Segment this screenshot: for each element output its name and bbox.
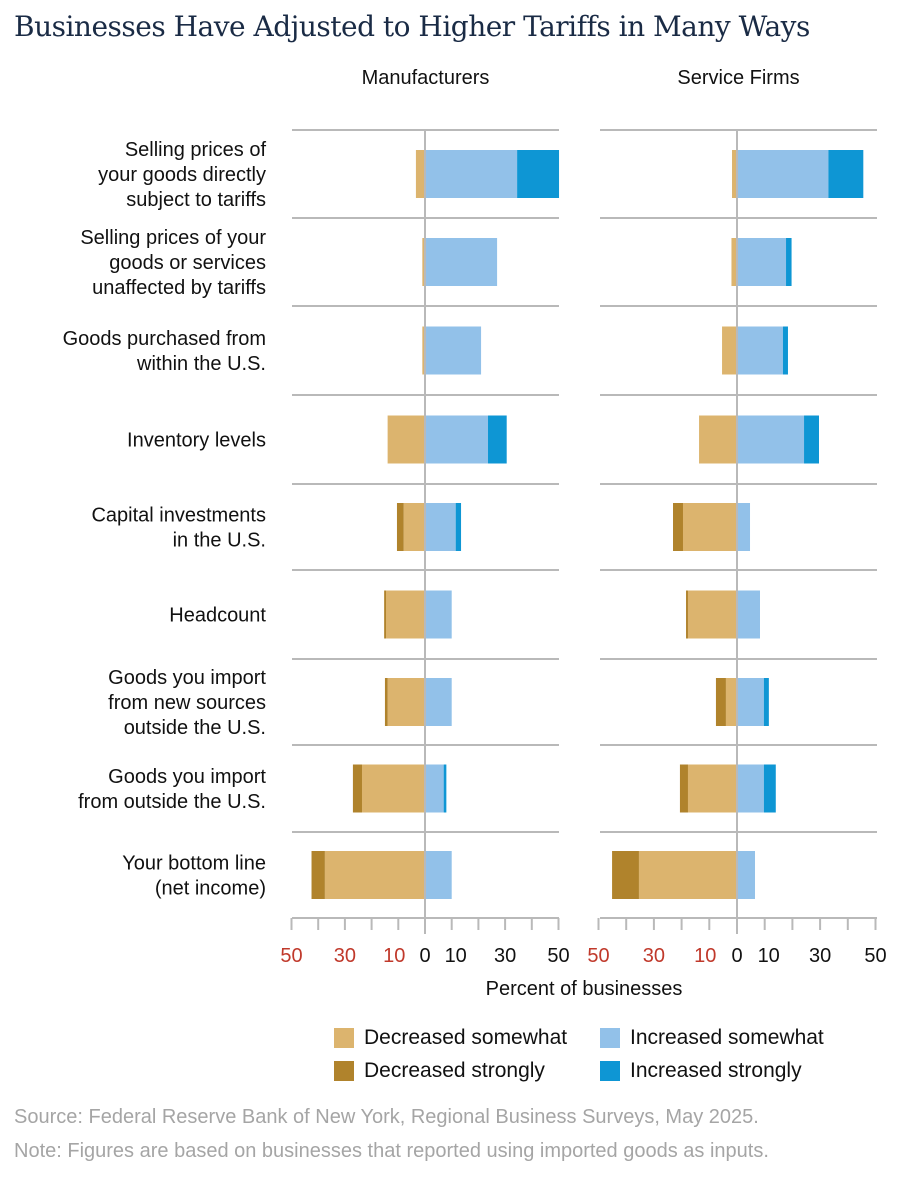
legend-dec-some: Decreased somewhat — [334, 1026, 567, 1050]
x-tick-label: 0 — [419, 945, 430, 967]
bar-increased-somewhat — [425, 503, 456, 551]
panel-title: Service Firms — [677, 67, 799, 89]
bar-decreased-somewhat — [386, 590, 425, 639]
bar-decreased-strongly — [311, 851, 325, 899]
chart: Selling prices of your goods directly subj… — [63, 67, 887, 1000]
category-label: Goods purchased from within the U.S. — [63, 328, 266, 375]
bar-increased-somewhat — [425, 851, 452, 899]
bar-increased-somewhat — [425, 678, 452, 726]
x-axis-label: Percent of businesses — [486, 978, 683, 1000]
bar-increased-somewhat — [425, 764, 444, 813]
bar-decreased-somewhat — [361, 764, 425, 813]
bar-increased-somewhat — [425, 326, 482, 375]
bar-decreased-strongly — [686, 590, 688, 639]
bar-decreased-strongly — [612, 851, 639, 899]
bar-increased-strongly — [488, 415, 507, 464]
bar-decreased-somewhat — [387, 415, 425, 464]
bar-increased-strongly — [517, 150, 560, 198]
bar-increased-somewhat — [425, 238, 498, 286]
x-tick-label: 50 — [547, 945, 569, 967]
bar-increased-somewhat — [737, 678, 764, 726]
category-label: Goods you import from outside the U.S. — [78, 766, 266, 813]
bar-decreased-somewhat — [638, 851, 737, 899]
bar-decreased-strongly — [384, 590, 387, 639]
bar-increased-strongly — [763, 764, 776, 813]
bar-increased-strongly — [786, 238, 792, 286]
chart-title: Businesses Have Adjusted to Higher Tarif… — [14, 10, 810, 43]
bar-decreased-strongly — [396, 503, 404, 551]
bar-increased-somewhat — [425, 415, 489, 464]
bar-increased-strongly — [443, 764, 447, 813]
x-tick-label: 30 — [809, 945, 831, 967]
bar-decreased-strongly — [673, 503, 683, 551]
panel-title: Manufacturers — [362, 67, 490, 89]
legend-swatch — [334, 1028, 354, 1048]
bar-decreased-somewhat — [731, 238, 737, 286]
category-label: Headcount — [169, 605, 266, 627]
bar-decreased-strongly — [352, 764, 362, 813]
bar-decreased-somewhat — [725, 678, 737, 726]
bar-increased-strongly — [828, 150, 864, 198]
bar-increased-strongly — [763, 678, 769, 726]
bar-increased-somewhat — [737, 851, 756, 899]
bar-decreased-somewhat — [387, 678, 425, 726]
bar-increased-somewhat — [425, 150, 518, 198]
x-tick-label: 30 — [334, 945, 356, 967]
bar-increased-somewhat — [737, 326, 783, 375]
bar-decreased-somewhat — [722, 326, 737, 375]
category-label: Selling prices of your goods directly subj… — [98, 139, 266, 211]
bar-increased-somewhat — [737, 590, 760, 639]
bar-increased-strongly — [782, 326, 788, 375]
bar-decreased-somewhat — [732, 150, 737, 198]
bar-decreased-somewhat — [422, 238, 425, 286]
x-tick-label: 10 — [758, 945, 780, 967]
bar-decreased-somewhat — [422, 326, 425, 375]
legend-swatch — [600, 1061, 620, 1081]
legend-label: Increased somewhat — [630, 1026, 824, 1049]
category-label: Inventory levels — [127, 430, 266, 452]
legend-label: Decreased somewhat — [364, 1026, 568, 1049]
legend-inc-strong: Increased strongly — [600, 1059, 802, 1083]
bar-increased-strongly — [804, 415, 819, 464]
footnote: Note: Figures are based on businesses th… — [14, 1140, 769, 1162]
legend-swatch — [600, 1028, 620, 1048]
legend-label: Increased strongly — [630, 1059, 802, 1082]
bar-increased-somewhat — [737, 503, 751, 551]
x-tick-label: 30 — [494, 945, 516, 967]
bar-increased-somewhat — [737, 764, 764, 813]
x-tick-label: 0 — [731, 945, 742, 967]
x-tick-label: 10 — [445, 945, 467, 967]
bar-decreased-somewhat — [687, 590, 737, 639]
bar-decreased-somewhat — [699, 415, 737, 464]
source-note: Source: Federal Reserve Bank of New York… — [14, 1106, 759, 1128]
x-tick-label: 10 — [694, 945, 716, 967]
x-tick-label: 10 — [383, 945, 405, 967]
category-label: Goods you import from new sources outside … — [108, 667, 266, 739]
category-label: Capital investments in the U.S. — [91, 505, 266, 552]
bar-decreased-somewhat — [403, 503, 425, 551]
bar-decreased-somewhat — [324, 851, 425, 899]
bar-increased-somewhat — [425, 590, 452, 639]
bar-increased-strongly — [455, 503, 462, 551]
bar-increased-somewhat — [737, 415, 805, 464]
bar-decreased-somewhat — [682, 503, 737, 551]
legend-label: Decreased strongly — [364, 1059, 545, 1082]
x-tick-label: 30 — [643, 945, 665, 967]
bar-decreased-strongly — [384, 678, 388, 726]
category-label: Your bottom line (net income) — [122, 853, 266, 900]
bar-decreased-strongly — [715, 678, 726, 726]
legend-dec-strong: Decreased strongly — [334, 1059, 545, 1083]
bar-decreased-strongly — [679, 764, 688, 813]
category-label: Selling prices of your goods or services u… — [80, 227, 266, 299]
legend-swatch — [334, 1061, 354, 1081]
bar-decreased-somewhat — [687, 764, 737, 813]
legend-inc-some: Increased somewhat — [600, 1026, 824, 1050]
bar-decreased-somewhat — [415, 150, 425, 198]
x-tick-label: 50 — [587, 945, 609, 967]
bar-increased-somewhat — [737, 238, 787, 286]
bar-increased-somewhat — [737, 150, 829, 198]
x-tick-label: 50 — [280, 945, 302, 967]
x-tick-label: 50 — [864, 945, 886, 967]
